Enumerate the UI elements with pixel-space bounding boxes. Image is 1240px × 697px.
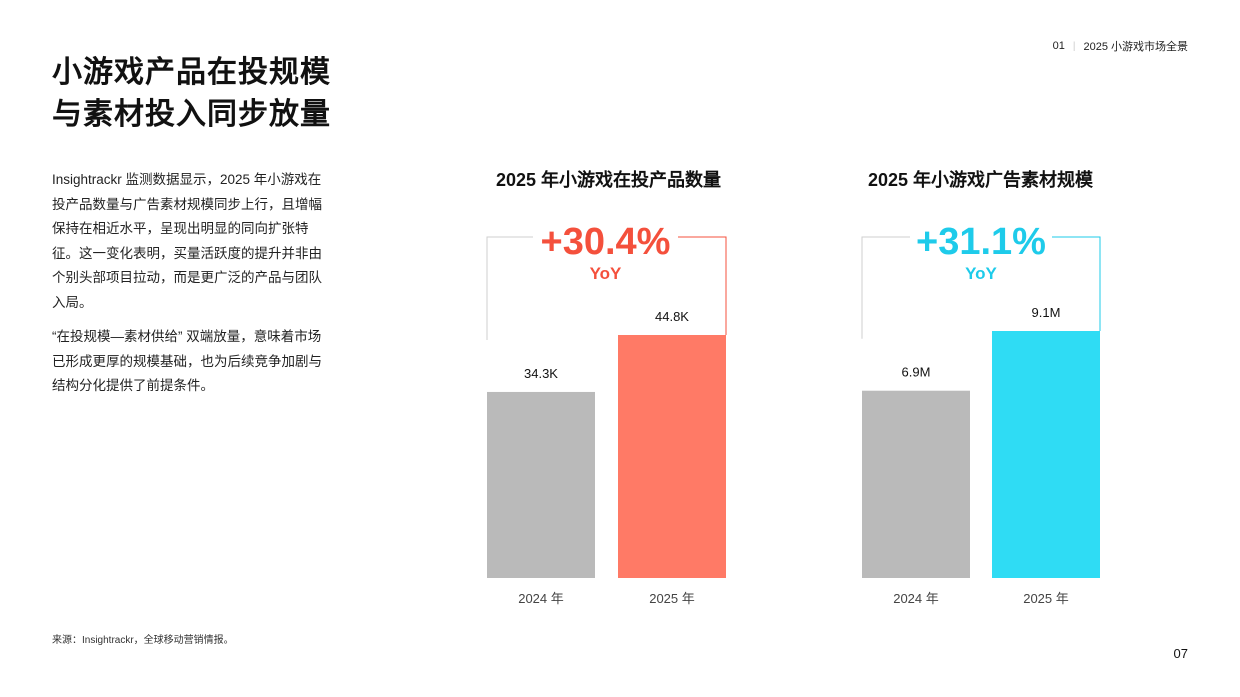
source-note: 来源：Insightrackr，全球移动营销情报。: [52, 635, 234, 646]
chart-title-products: 2025 年小游戏在投产品数量: [495, 170, 722, 190]
section-number: 01: [1052, 40, 1065, 52]
header-separator: |: [1072, 40, 1076, 52]
yoy-label: YoY: [965, 264, 997, 283]
x-tick-label-1: 2025 年: [649, 591, 695, 606]
bracket-line-left: [861, 236, 910, 339]
x-tick-label-0: 2024 年: [893, 591, 939, 606]
body-paragraph-1: Insightrackr 监测数据显示，2025 年小游戏在投产品数量与广告素材…: [52, 172, 322, 310]
header-meta: 01 | 2025 小游戏市场全景: [1053, 38, 1188, 54]
page-title-line-2: 与素材投入同步放量: [52, 98, 331, 131]
chart-title-creatives: 2025 年小游戏广告素材规模: [867, 170, 1094, 190]
bar-value-label-0: 6.9M: [902, 365, 931, 380]
bar-0: [487, 391, 595, 578]
bracket-line-left: [486, 236, 533, 340]
section-title: 2025 小游戏市场全景: [1083, 41, 1188, 53]
bar-value-label-0: 34.3K: [524, 366, 558, 381]
bar-0: [862, 390, 970, 578]
bracket-line-right: [678, 236, 727, 335]
bracket-line-right: [1052, 236, 1101, 331]
body-paragraph-2: “在投规模—素材供给” 双端放量，意味着市场已形成更厚的规模基础，也为后续竞争加…: [52, 329, 322, 393]
bar-value-label-1: 9.1M: [1032, 305, 1061, 320]
yoy-value: +30.4%: [541, 221, 671, 263]
bar-1: [992, 331, 1100, 578]
yoy-label: YoY: [590, 264, 622, 283]
x-tick-label-1: 2025 年: [1023, 591, 1069, 606]
page-number: 07: [1173, 646, 1188, 661]
chart-group-1: 6.9M 2024 年 9.1M 2025 年 +31.1%YoY: [861, 221, 1101, 606]
page-title-line-1: 小游戏产品在投规模: [52, 56, 331, 89]
chart-group-0: 34.3K 2024 年 44.8K 2025 年 +30.4%YoY: [486, 221, 727, 606]
body-text: Insightrackr 监测数据显示，2025 年小游戏在投产品数量与广告素材…: [52, 168, 334, 409]
page-title: 小游戏产品在投规模 与素材投入同步放量: [52, 52, 382, 136]
x-tick-label-0: 2024 年: [518, 591, 564, 606]
bar-1: [618, 335, 726, 578]
yoy-value: +31.1%: [916, 221, 1046, 263]
bar-value-label-1: 44.8K: [655, 309, 689, 324]
